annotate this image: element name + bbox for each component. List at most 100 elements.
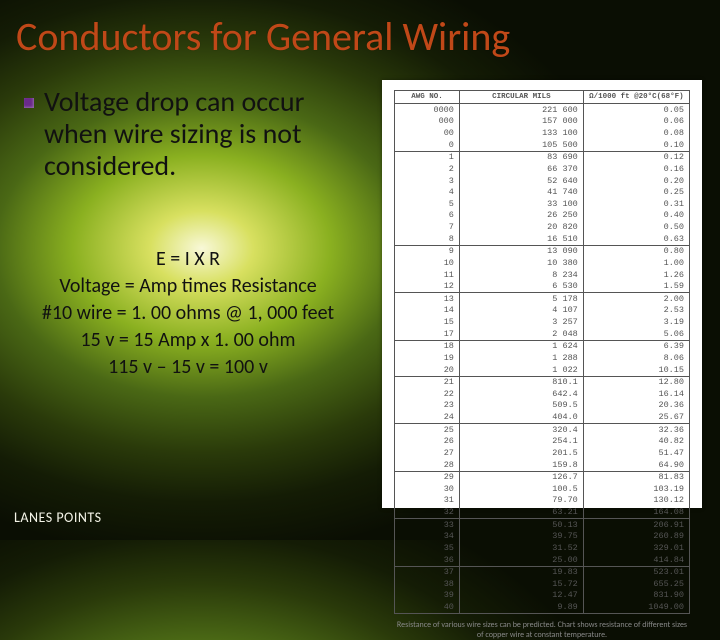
table-row: 26254.140.82 [395,436,690,448]
table-row: 409.891049.00 [395,602,690,614]
table-row: 352 6400.20 [395,175,690,187]
table-cell: 100.5 [459,483,583,495]
table-cell: 33 [395,519,460,531]
formula-line: #10 wire = 1. 00 ohms @ 1, 000 feet [16,300,360,327]
formula-line: 15 v = 15 Amp x 1. 00 ohm [16,327,360,354]
table-cell: 206.91 [583,519,689,531]
table-cell: 0000 [395,104,460,116]
page-title: Conductors for General Wiring [16,12,510,61]
table-cell: 63.21 [459,507,583,519]
table-cell: 32 [395,507,460,519]
table-cell: 26 [395,436,460,448]
table-row: 533 1000.31 [395,198,690,210]
table-caption: Resistance of various wire sizes can be … [394,620,690,640]
table-cell: 0.08 [583,128,689,140]
table-row: 3719.83523.01 [395,566,690,578]
table-cell: 16.14 [583,388,689,400]
table-cell: 6 [395,210,460,222]
table-cell: 1.26 [583,269,689,281]
table-cell: 509.5 [459,400,583,412]
table-cell: 221 600 [459,104,583,116]
table-cell: 25.00 [459,554,583,566]
table-row: 181 6246.39 [395,340,690,352]
table-cell: 8 234 [459,269,583,281]
table-cell: 8.06 [583,352,689,364]
table-cell: 0.50 [583,222,689,234]
table-cell: 4 107 [459,305,583,317]
table-cell: 32.36 [583,424,689,436]
table-cell: 22 [395,388,460,400]
table-cell: 00 [395,128,460,140]
table-cell: 3 257 [459,317,583,329]
table-cell: 5 [395,198,460,210]
table-cell: 25 [395,424,460,436]
table-cell: 81.83 [583,471,689,483]
table-row: 191 2888.06 [395,352,690,364]
table-cell: 133 100 [459,128,583,140]
table-row: 22642.416.14 [395,388,690,400]
table-cell: 130.12 [583,495,689,507]
table-cell: 11 [395,269,460,281]
formula-line: 115 v – 15 v = 100 v [16,354,360,381]
table-cell: 329.01 [583,542,689,554]
table-cell: 12.47 [459,590,583,602]
table-cell: 157 000 [459,116,583,128]
table-cell: 126.7 [459,471,583,483]
table-cell: 523.01 [583,566,689,578]
table-cell: 37 [395,566,460,578]
table-cell: 1.00 [583,257,689,269]
table-row: 1010 3801.00 [395,257,690,269]
wire-table-panel: AWG NO. CIRCULAR MILS Ω/1000 ft @20°C(68… [382,80,702,508]
table-row: 135 1782.00 [395,293,690,305]
table-row: 25320.432.36 [395,424,690,436]
table-row: 29126.781.83 [395,471,690,483]
table-row: 000157 0000.06 [395,116,690,128]
table-cell: 000 [395,116,460,128]
table-row: 3531.52329.01 [395,542,690,554]
table-cell: 40.82 [583,436,689,448]
table-cell: 40 [395,602,460,614]
table-row: 28159.864.90 [395,459,690,471]
table-row: 720 8200.50 [395,222,690,234]
table-cell: 0.63 [583,233,689,245]
table-row: 626 2500.40 [395,210,690,222]
table-row: 3179.70130.12 [395,495,690,507]
table-cell: 3.19 [583,317,689,329]
formula-block: E = I X R Voltage = Amp times Resistance… [16,246,360,381]
table-cell: 38 [395,578,460,590]
table-cell: 0.12 [583,151,689,163]
table-cell: 15 [395,317,460,329]
table-cell: 35 [395,542,460,554]
table-cell: 8 [395,233,460,245]
formula-line: E = I X R [16,246,360,273]
table-row: 0105 5000.10 [395,139,690,151]
table-row: 30100.5103.19 [395,483,690,495]
table-row: 118 2341.26 [395,269,690,281]
table-cell: 1 288 [459,352,583,364]
col-header: CIRCULAR MILS [459,91,583,104]
table-cell: 1.59 [583,281,689,293]
table-row: 3263.21164.08 [395,507,690,519]
table-row: 3912.47831.90 [395,590,690,602]
table-row: 201 02210.15 [395,364,690,376]
table-row: 172 0485.06 [395,328,690,340]
table-cell: 4 [395,187,460,199]
table-cell: 1 624 [459,340,583,352]
table-cell: 30 [395,483,460,495]
table-row: 00133 1000.08 [395,128,690,140]
table-cell: 0.40 [583,210,689,222]
table-cell: 201.5 [459,447,583,459]
table-cell: 41 740 [459,187,583,199]
table-cell: 51.47 [583,447,689,459]
table-cell: 655.25 [583,578,689,590]
table-cell: 5 178 [459,293,583,305]
table-cell: 414.84 [583,554,689,566]
table-cell: 39 [395,590,460,602]
table-cell: 103.19 [583,483,689,495]
table-cell: 83 690 [459,151,583,163]
table-row: 27201.551.47 [395,447,690,459]
table-cell: 0.25 [583,187,689,199]
table-cell: 25.67 [583,412,689,424]
table-cell: 0.10 [583,139,689,151]
table-cell: 13 090 [459,245,583,257]
